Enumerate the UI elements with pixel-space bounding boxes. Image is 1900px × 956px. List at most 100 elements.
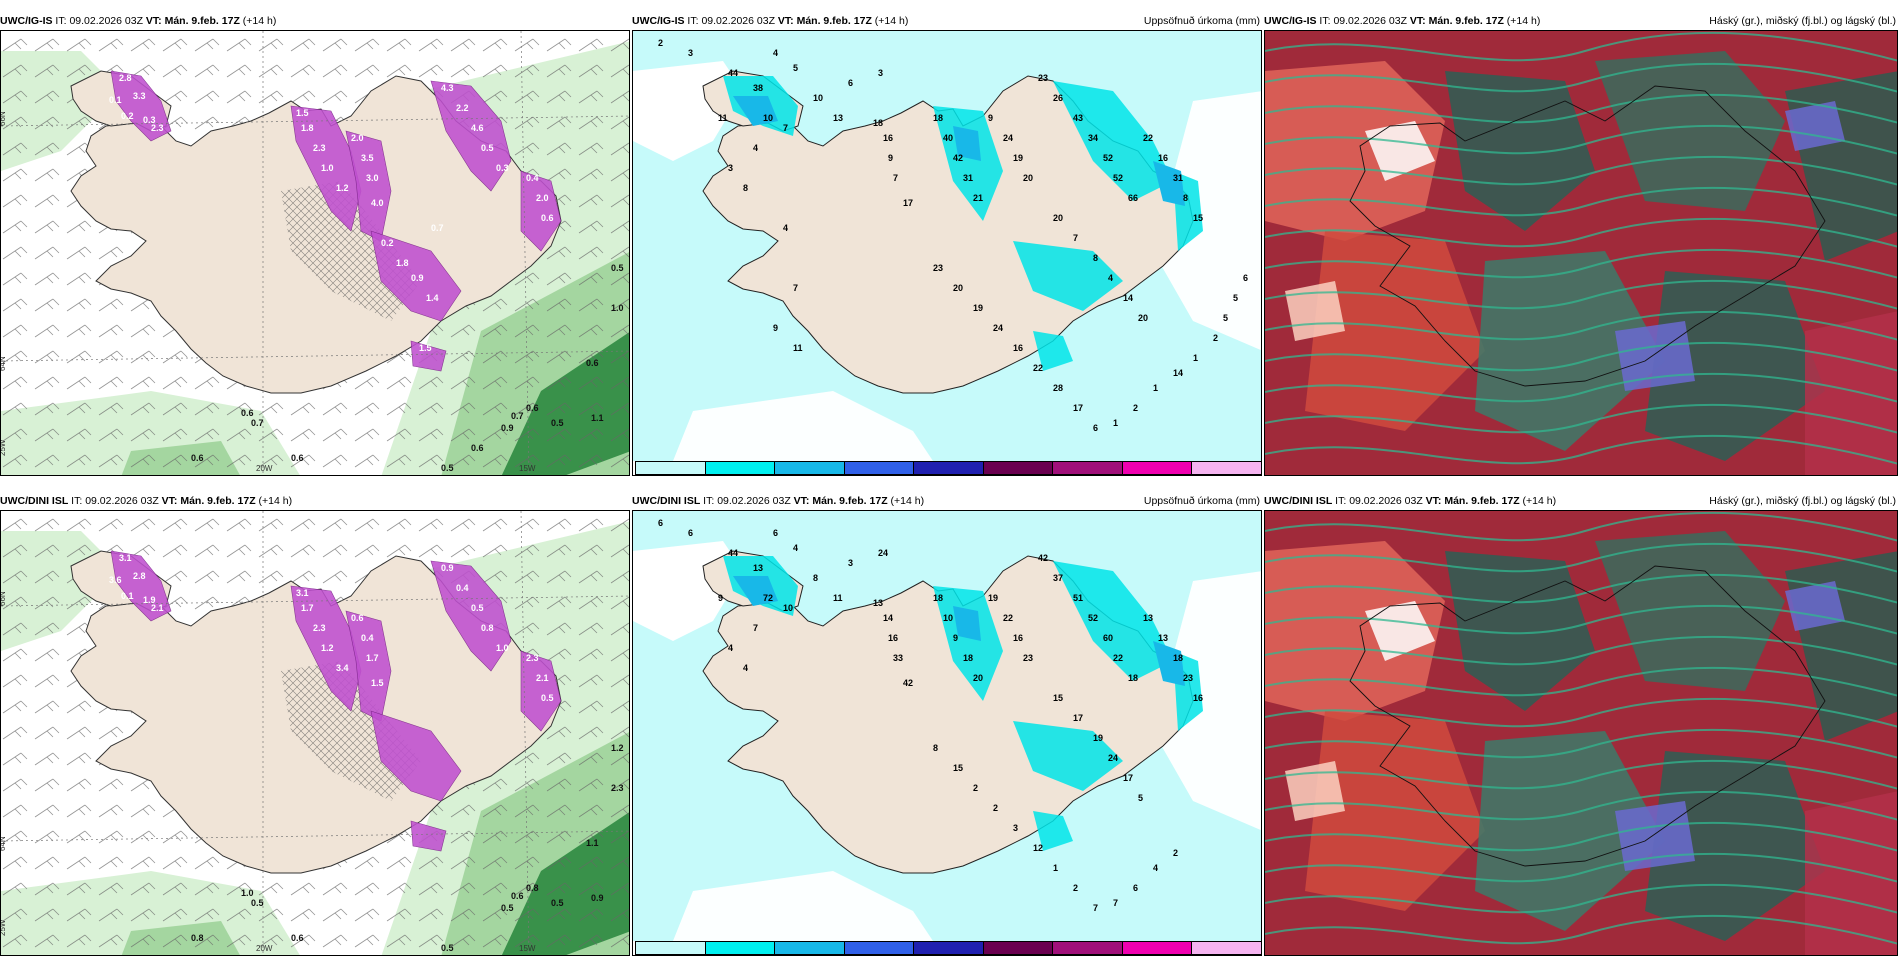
snow-area-shape [290,585,362,712]
precip-map[interactable]: 6 6 6 4 3 24 44 13 72 9 10 7 4 4 8 11 13 14 16 33 42 18 10 9 18 2… [632,510,1262,956]
precip-value-label: 17 [1073,403,1083,413]
precip-value-label: 10 [943,613,953,623]
cloud-map[interactable] [1264,510,1898,956]
precip-value-label: 51 [1073,593,1083,603]
precip-value-label: 40 [943,133,953,143]
cloud-cover-shape [1265,541,1445,721]
precip-value-label: 18 [933,593,943,603]
precip-value-label: 8 [813,573,818,583]
cloud-cover-shape [1285,281,1345,341]
precip-value-label: 18 [1128,673,1138,683]
precip-value-label: 1 [1193,353,1198,363]
precip-value-label: 38 [753,83,763,93]
snow-value-label: 0.6 [541,213,554,223]
precip-value-label: 16 [1193,693,1203,703]
precip-value-label: 24 [1108,753,1118,763]
lead-time: (+14 h) [242,15,277,27]
snow-value-label: 1.5 [371,678,384,688]
precip-value-label: 4 [1108,273,1113,283]
precip-value-label: 11 [718,113,728,123]
snow-value-label: 2.3 [313,623,326,633]
snow-value-label: 2.0 [536,193,549,203]
cloud-cover-shape [1645,751,1825,941]
precip-value-label: 52 [1113,173,1123,183]
precip-map[interactable]: 2 3 4 5 6 3 44 38 10 11 7 4 3 8 10 13 18 16 9 7 17 18 40 42 31 21… [632,30,1262,476]
snow-value-label: 2.3 [313,143,326,153]
snow-area-shape [520,170,562,252]
cloud-cover-shape [1285,761,1345,821]
cloud-contour-line [1265,666,1897,697]
precip-value-label: 9 [888,153,893,163]
snow-value-label: 2.3 [526,653,539,663]
vt-value: Mán. 9.feb. 17Z [1444,495,1520,507]
precip-value-label: 3 [1013,823,1018,833]
lat-tick-label: 64N [1,356,7,371]
precip-value-label: 0.5 [441,463,454,473]
lead-time: (+14 h) [874,15,909,27]
vt-label: VT: [1409,15,1426,27]
precip-title: Uppsöfnuð úrkoma (mm) [1143,15,1260,27]
precip-value-label: 1.1 [591,413,604,423]
snow-value-label: 0.4 [456,583,469,593]
precip-title: Uppsöfnuð úrkoma (mm) [1143,495,1260,507]
precip-value-label: 1.1 [586,838,599,848]
precip-value-label: 0.5 [501,903,514,913]
precip-value-label: 22 [1033,363,1043,373]
vt-label: VT: [793,495,810,507]
it-value: 09.02.2026 03Z [85,495,159,507]
colorbar-swatch [635,461,706,475]
snow-value-label: 4.3 [441,83,454,93]
cloud-contour-line [1265,279,1897,310]
colorbar-swatch [774,461,845,475]
cloud-map[interactable] [1264,30,1898,476]
lon-tick-label: 15W [519,464,536,473]
precip-value-label: 22 [1113,653,1123,663]
lat-tick-label: 66N [1,111,7,126]
precip-area-shape [1033,811,1073,851]
precip-value-label: 4 [793,543,798,553]
precip-value-label: 19 [1013,153,1023,163]
precip-value-label: 15 [1053,693,1063,703]
lead-time: (+14 h) [1506,15,1541,27]
precip-value-label: 0.6 [191,453,204,463]
snow-map[interactable]: 66N 64N 25W 20W 15W 2.8 0.1 3.3 0.2 0.3 2.3 1.5 1.8 2… [0,30,630,476]
precip-value-label: 60 [1103,633,1113,643]
snow-area-shape [430,80,512,192]
precip-value-label: 6 [1243,273,1248,283]
iceland-coastline [1349,565,1826,867]
vt-value: Mán. 9.feb. 17Z [1428,15,1504,27]
snow-value-label: 0.6 [351,613,364,623]
precip-colorbar: 110255075100150200400 [635,461,1261,475]
precip-value-label: 19 [988,593,998,603]
precip-value-label: 5 [1233,293,1238,303]
lon-tick-label: 15W [519,944,536,953]
snow-value-label: 2.8 [133,571,146,581]
cloud-contour-line [1265,31,1897,62]
precip-value-label: 0.5 [551,418,564,428]
precip-value-label: 22 [1003,613,1013,623]
snow-value-label: 0.5 [481,143,494,153]
cloud-contour-line [1265,790,1897,821]
snow-value-label: 0.5 [541,693,554,703]
precip-value-label: 43 [1073,113,1083,123]
precip-value-label: 66 [1128,193,1138,203]
snow-area-shape [290,105,362,232]
vt-value: Mán. 9.feb. 17Z [180,495,256,507]
precip-value-label: 42 [953,153,963,163]
precip-value-label: 0.8 [191,933,204,943]
precip-value-label: 28 [1053,383,1063,393]
cloud-cover-shape [1365,601,1435,661]
cloud-contour-line [1265,403,1897,434]
precip-value-label: 8 [743,183,748,193]
precip-area-shape [1013,241,1123,311]
snow-value-label: 0.2 [381,238,394,248]
colorbar-swatch [913,461,984,475]
snow-map[interactable]: 66N 64N 25W 20W 15W 3.1 3.6 2.8 0.1 1.9 2.1 3.1 1.7 2… [0,510,630,956]
precip-value-label: 10 [763,113,773,123]
precip-value-label: 37 [1053,573,1063,583]
colorbar-swatch [1121,941,1193,955]
precip-value-label: 13 [1158,633,1168,643]
no-precip-area [673,871,933,941]
